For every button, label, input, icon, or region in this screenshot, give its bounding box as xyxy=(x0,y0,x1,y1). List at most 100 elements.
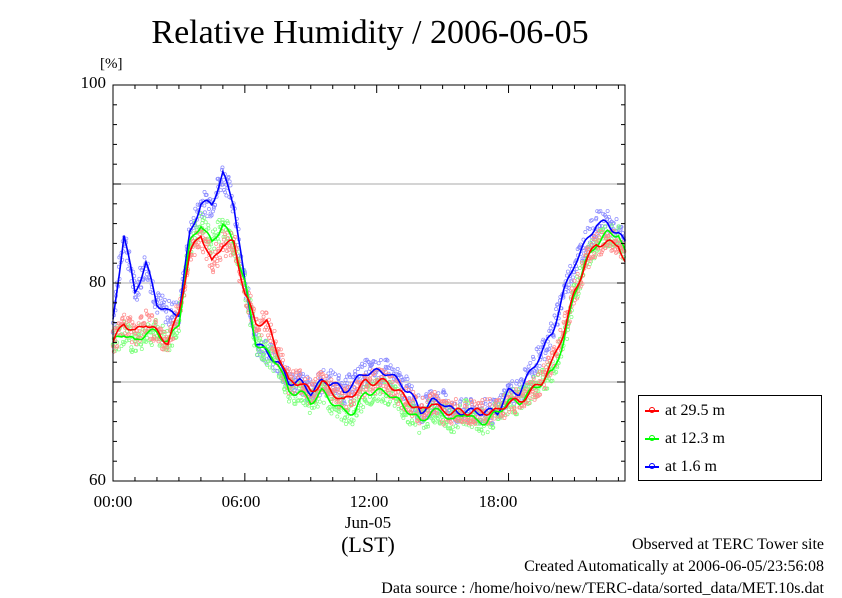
data-point xyxy=(548,372,553,377)
data-point xyxy=(514,387,519,392)
data-point xyxy=(415,418,420,423)
data-point xyxy=(125,258,129,263)
data-point xyxy=(321,368,326,372)
data-point xyxy=(440,390,445,395)
data-point xyxy=(128,315,133,320)
data-point xyxy=(610,245,615,250)
data-point xyxy=(532,397,537,402)
data-point xyxy=(491,425,496,430)
data-point xyxy=(544,365,548,370)
data-point xyxy=(459,397,464,402)
data-point xyxy=(113,326,118,331)
data-point xyxy=(358,364,363,369)
data-point xyxy=(387,366,391,370)
data-point xyxy=(168,318,173,323)
data-point xyxy=(566,282,571,287)
data-point xyxy=(213,249,218,254)
data-point xyxy=(365,401,370,405)
data-point xyxy=(411,401,416,406)
data-point xyxy=(413,422,418,427)
data-point xyxy=(543,386,548,391)
x-tick-label-0600: 06:00 xyxy=(221,492,261,511)
data-point xyxy=(144,308,148,313)
data-point xyxy=(343,378,348,382)
data-point xyxy=(206,226,211,231)
data-point xyxy=(143,339,148,344)
data-point xyxy=(218,188,223,193)
data-point xyxy=(597,223,602,228)
data-point xyxy=(417,430,422,435)
data-point xyxy=(523,368,528,372)
data-point xyxy=(142,321,147,326)
data-point xyxy=(620,231,625,236)
data-point xyxy=(512,409,517,414)
data-point xyxy=(353,372,358,377)
data-point xyxy=(386,390,391,395)
data-point xyxy=(202,216,207,221)
data-point xyxy=(605,243,610,247)
data-point xyxy=(133,342,138,347)
data-point xyxy=(434,393,439,398)
data-point xyxy=(353,369,358,374)
data-point xyxy=(591,236,596,241)
data-point xyxy=(303,377,308,382)
data-point xyxy=(480,398,485,403)
data-point xyxy=(464,404,469,409)
y-tick-label-100: 100 xyxy=(80,73,107,92)
data-point xyxy=(603,224,607,229)
data-point xyxy=(434,411,439,416)
data-point xyxy=(127,338,132,343)
data-point xyxy=(192,253,197,257)
data-point xyxy=(574,266,579,271)
data-point xyxy=(153,320,158,325)
data-point xyxy=(545,386,550,391)
data-point xyxy=(153,318,158,323)
data-point xyxy=(404,412,409,417)
data-point xyxy=(262,353,267,358)
data-point xyxy=(388,363,393,368)
data-point xyxy=(576,291,581,296)
data-point xyxy=(531,357,536,361)
data-point xyxy=(483,401,488,406)
data-point xyxy=(170,343,175,348)
data-point xyxy=(449,421,454,426)
data-point xyxy=(372,396,377,401)
data-point xyxy=(306,376,311,381)
data-point xyxy=(541,372,545,377)
data-point xyxy=(321,400,326,405)
data-point xyxy=(548,343,553,348)
data-point xyxy=(475,421,480,426)
data-point xyxy=(599,250,604,255)
data-point xyxy=(296,380,301,385)
data-point xyxy=(148,340,153,345)
data-point xyxy=(335,414,340,419)
data-point xyxy=(572,278,577,283)
data-point xyxy=(122,312,127,317)
data-point xyxy=(301,401,306,406)
data-point xyxy=(359,409,364,414)
data-point xyxy=(593,237,598,242)
data-point xyxy=(338,399,343,404)
legend-swatch-red xyxy=(645,405,659,417)
data-point xyxy=(331,370,335,375)
data-point xyxy=(289,386,294,391)
data-point xyxy=(371,386,376,391)
series-line-at-1-6-m xyxy=(112,169,626,416)
data-point xyxy=(352,385,357,390)
data-point xyxy=(351,398,356,403)
data-point xyxy=(298,398,303,403)
data-point xyxy=(165,348,170,353)
data-point xyxy=(176,328,181,333)
data-point xyxy=(191,216,196,221)
data-point xyxy=(211,206,216,211)
data-point xyxy=(124,338,129,343)
data-point xyxy=(572,270,577,275)
data-point xyxy=(527,400,532,405)
data-point xyxy=(450,405,455,410)
data-point xyxy=(161,343,166,348)
data-point xyxy=(453,397,458,402)
y-unit-label: [%] xyxy=(100,56,123,72)
footer-site: Observed at TERC Tower site xyxy=(631,536,824,553)
legend-label: at 12.3 m xyxy=(665,430,725,447)
data-point xyxy=(336,409,341,414)
